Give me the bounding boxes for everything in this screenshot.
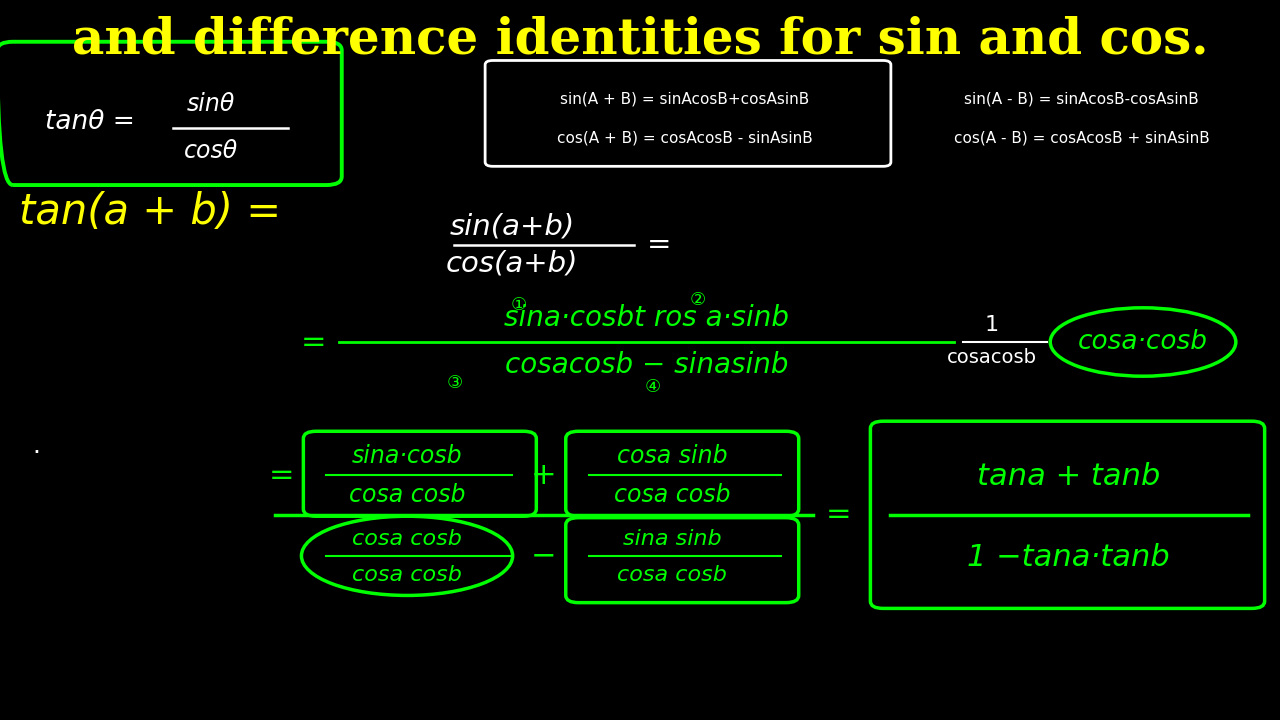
Text: cosa cosb: cosa cosb [613, 482, 731, 507]
Text: sina·cosbt ros a·sinb: sina·cosbt ros a·sinb [504, 305, 788, 332]
Text: cosa cosb: cosa cosb [348, 482, 466, 507]
Text: sina sinb: sina sinb [622, 528, 722, 549]
Text: sin(A - B) = sinAcosB-cosAsinB: sin(A - B) = sinAcosB-cosAsinB [964, 92, 1199, 107]
Text: tana + tanb: tana + tanb [977, 462, 1161, 491]
Text: 1: 1 [984, 315, 1000, 336]
Text: ①: ① [511, 296, 526, 314]
Text: −: − [531, 541, 557, 570]
Text: cosa cosb: cosa cosb [352, 528, 462, 549]
Text: ②: ② [690, 291, 705, 310]
Text: cosθ: cosθ [184, 139, 238, 163]
Text: cosacosb: cosacosb [947, 348, 1037, 367]
Text: tanθ =: tanθ = [45, 109, 134, 135]
Text: cosa·cosb: cosa·cosb [1078, 329, 1208, 355]
Text: =: = [646, 231, 672, 258]
Text: and difference identities for sin and cos.: and difference identities for sin and co… [72, 15, 1208, 64]
Text: =: = [269, 461, 294, 490]
Text: sinθ: sinθ [187, 92, 236, 117]
Text: cosa cosb: cosa cosb [617, 564, 727, 585]
Text: ③: ③ [447, 374, 462, 392]
Text: sin(A + B) = sinAcosB+cosAsinB: sin(A + B) = sinAcosB+cosAsinB [561, 92, 809, 107]
Text: cosa sinb: cosa sinb [617, 444, 727, 468]
Text: sin(a+b): sin(a+b) [449, 213, 575, 240]
Text: 1 −tana·tanb: 1 −tana·tanb [968, 544, 1170, 572]
Text: =: = [826, 500, 851, 529]
Text: tan(a + b) =: tan(a + b) = [19, 192, 282, 233]
Text: sina·cosb: sina·cosb [352, 444, 462, 468]
Text: ④: ④ [645, 377, 660, 396]
Text: cosacosb − sinasinb: cosacosb − sinasinb [504, 351, 788, 379]
Text: cosa cosb: cosa cosb [352, 564, 462, 585]
Text: +: + [531, 461, 557, 490]
Text: cos(A - B) = cosAcosB + sinAsinB: cos(A - B) = cosAcosB + sinAsinB [954, 131, 1210, 145]
Text: cos(a+b): cos(a+b) [445, 250, 579, 277]
Text: cos(A + B) = cosAcosB - sinAsinB: cos(A + B) = cosAcosB - sinAsinB [557, 131, 813, 145]
Text: .: . [32, 434, 40, 459]
Text: =: = [301, 328, 326, 356]
